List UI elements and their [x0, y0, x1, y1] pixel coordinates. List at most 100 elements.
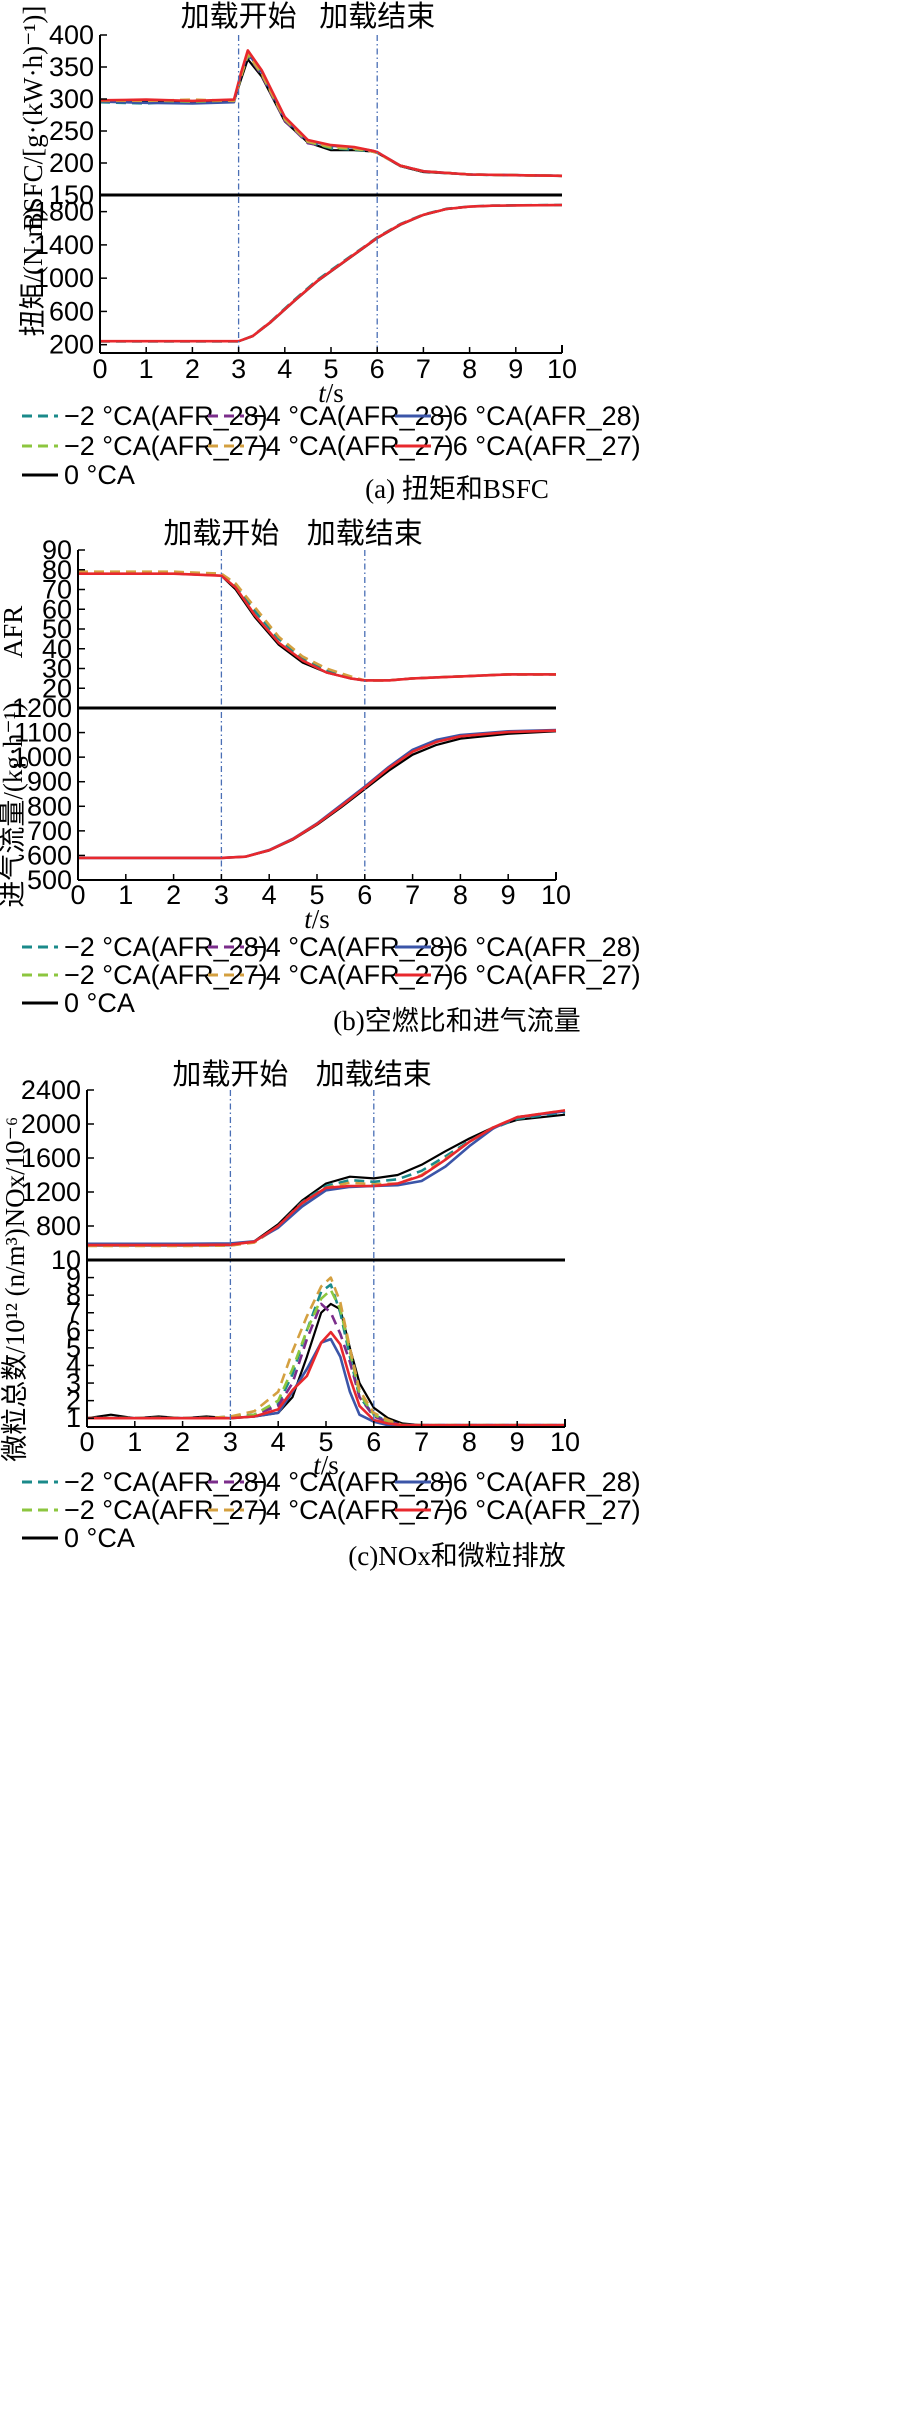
- xtick-label: 8: [462, 1427, 477, 1457]
- xtick-label: 0: [92, 354, 107, 384]
- legend-label-neg6_afr27: −6 °CA(AFR_27): [437, 960, 641, 990]
- series-line-bottom-neg2_afr28: [100, 203, 563, 343]
- xtick-label: 1: [127, 1427, 142, 1457]
- xtick-label: 4: [277, 354, 292, 384]
- xtick-label: 8: [453, 880, 468, 910]
- y-axis-title-bottom: 微粒总数/10¹² (n/m³): [0, 1228, 30, 1462]
- x-axis-title-var: t: [318, 378, 327, 408]
- load-start-annotation: 加载开始: [172, 1057, 288, 1091]
- series-line-top-neg2_afr28: [87, 1110, 566, 1247]
- xtick-label: 6: [357, 880, 372, 910]
- xtick-label: 9: [508, 354, 523, 384]
- ytick-label-top: 150: [49, 180, 94, 210]
- ytick-label-top: 40: [42, 634, 72, 664]
- ytick-label-top: 250: [49, 116, 94, 146]
- series-line-top-neg6_afr28: [99, 51, 563, 178]
- xtick-label: 6: [366, 1427, 381, 1457]
- legend-label-neg6_afr28: −6 °CA(AFR_28): [437, 932, 641, 962]
- xtick-label: 3: [214, 880, 229, 910]
- load-end-annotation: 加载结束: [307, 516, 423, 550]
- legend-label-zero_ca: 0 °CA: [64, 1523, 135, 1553]
- ytick-label-bottom: 1400: [34, 230, 94, 260]
- ytick-label-bottom: 5: [66, 1333, 81, 1363]
- ytick-label-top: 2000: [21, 1109, 81, 1139]
- series-line-top-zero_ca: [87, 1113, 566, 1247]
- series-line-top-neg2_afr27: [99, 52, 563, 178]
- xtick-label: 10: [547, 354, 577, 384]
- load-start-annotation: 加载开始: [181, 0, 297, 33]
- series-line-top-neg6_afr27: [78, 572, 556, 682]
- ytick-label-bottom: 4: [66, 1350, 81, 1380]
- series-line-top-neg4_afr27: [78, 570, 556, 682]
- xtick-label: 0: [79, 1427, 94, 1457]
- ytick-label-top: 70: [42, 575, 72, 605]
- ytick-label-bottom: 700: [27, 816, 72, 846]
- ytick-label-top: 2400: [21, 1075, 81, 1105]
- legend-label-zero_ca: 0 °CA: [64, 460, 135, 490]
- xtick-label: 7: [416, 354, 431, 384]
- panel-caption: (a) 扭矩和BSFC: [365, 474, 549, 504]
- series-line-bottom-neg4_afr27: [87, 1276, 565, 1427]
- xtick-label: 1: [118, 880, 133, 910]
- y-axis-title-bottom: 进气流量/(kg·h⁻¹): [0, 702, 28, 907]
- ytick-label-bottom: 800: [27, 791, 72, 821]
- series-line-top-neg2_afr28: [99, 54, 563, 178]
- ytick-label-bottom: 9: [66, 1263, 81, 1293]
- xtick-label: 8: [462, 354, 477, 384]
- x-axis-title: t/s: [318, 378, 344, 408]
- xtick-label: 2: [185, 354, 200, 384]
- series-line-top-neg6_afr27: [99, 49, 563, 178]
- ytick-label-bottom: 600: [49, 296, 94, 326]
- series-line-bottom-neg6_afr27: [100, 203, 563, 343]
- legend-label-neg6_afr28: −6 °CA(AFR_28): [437, 401, 641, 431]
- y-axis-title-top: AFR: [0, 606, 28, 659]
- x-axis-title-unit: /s: [312, 904, 330, 934]
- ytick-label-bottom: 10: [51, 1245, 81, 1275]
- panel-caption: (c)NOx和微粒排放: [348, 1541, 565, 1571]
- xtick-label: 0: [70, 880, 85, 910]
- ytick-label-bottom: 1: [66, 1403, 81, 1433]
- ytick-label-bottom: 1200: [12, 693, 72, 723]
- xtick-label: 5: [318, 1427, 333, 1457]
- x-axis-title-unit: /s: [321, 1450, 339, 1480]
- xtick-label: 2: [166, 880, 181, 910]
- xtick-label: 10: [550, 1427, 580, 1457]
- legend-label-neg2_afr28: −2 °CA(AFR_28): [64, 932, 268, 962]
- xtick-label: 5: [323, 354, 338, 384]
- y-axis-title-top: NOx/10⁻⁶: [0, 1117, 30, 1228]
- x-axis-title-var: t: [313, 1450, 322, 1480]
- series-line-bottom-zero_ca: [86, 1302, 565, 1427]
- legend-label-neg2_afr28: −2 °CA(AFR_28): [64, 401, 268, 431]
- series-line-bottom-neg6_afr28: [78, 728, 557, 860]
- xtick-label: 2: [175, 1427, 190, 1457]
- ytick-label-bottom: 600: [27, 840, 72, 870]
- ytick-label-top: 1200: [21, 1177, 81, 1207]
- xtick-label: 9: [501, 880, 516, 910]
- ytick-label-bottom: 1000: [12, 742, 72, 772]
- xtick-label: 3: [223, 1427, 238, 1457]
- ytick-label-top: 50: [42, 614, 72, 644]
- xtick-label: 1: [139, 354, 154, 384]
- chart-panel-a: 加载开始 加载结束15020025030035040020060010001400…: [18, 0, 641, 504]
- legend-label-neg2_afr28: −2 °CA(AFR_28): [64, 1467, 268, 1497]
- ytick-label-top: 300: [49, 84, 94, 114]
- legend-label-neg2_afr27: −2 °CA(AFR_27): [64, 431, 268, 461]
- ytick-label-top: 200: [49, 148, 94, 178]
- xtick-label: 3: [231, 354, 246, 384]
- x-axis-title-var: t: [304, 904, 313, 934]
- legend-label-neg2_afr27: −2 °CA(AFR_27): [64, 960, 268, 990]
- ytick-label-bottom: 1800: [34, 197, 94, 227]
- chart-panel-b: 加载开始 加载结束20304050607080905006007008009001…: [0, 516, 641, 1036]
- series-line-bottom-zero_ca: [100, 203, 563, 343]
- series-line-bottom-neg2_afr28: [87, 1283, 565, 1427]
- series-line-bottom-neg6_afr27: [87, 1330, 565, 1427]
- load-start-annotation: 加载开始: [163, 516, 279, 550]
- ytick-label-top: 1600: [21, 1143, 81, 1173]
- legend-label-zero_ca: 0 °CA: [64, 988, 135, 1018]
- ytick-label-bottom: 200: [49, 330, 94, 360]
- ytick-label-top: 80: [42, 555, 72, 585]
- series-line-bottom-neg4_afr28: [87, 1302, 565, 1427]
- x-axis-title: t/s: [313, 1450, 339, 1480]
- ytick-label-bottom: 900: [27, 767, 72, 797]
